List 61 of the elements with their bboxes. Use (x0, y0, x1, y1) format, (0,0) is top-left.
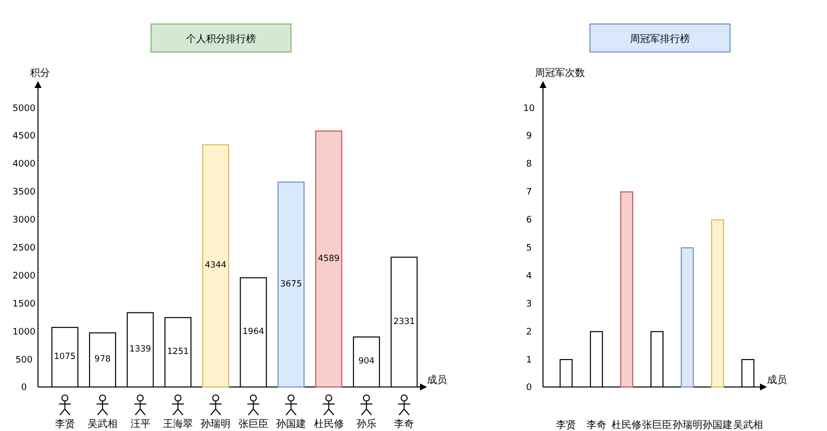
x-tick-label: 孙乐 (356, 418, 376, 430)
data-label: 2331 (393, 316, 415, 327)
x-tick-label: 吴武相 (88, 418, 118, 430)
x-tick-label: 汪平 (130, 418, 150, 430)
chart-title: 个人积分排行榜 (186, 33, 256, 45)
y-tick-label: 0 (526, 383, 532, 394)
data-label: 4344 (204, 260, 226, 271)
x-tick-label: 杜民修 (612, 419, 642, 431)
data-label: 4589 (318, 254, 340, 264)
y-tick-label: 500 (15, 355, 33, 366)
data-label: 1251 (167, 347, 189, 358)
y-tick-label: 7 (526, 188, 532, 198)
x-tick-label: 李奇 (586, 419, 606, 431)
bar (315, 130, 342, 388)
y-tick-label: 6 (526, 216, 532, 226)
bar (620, 191, 634, 388)
data-label: 1075 (54, 352, 76, 362)
x-tick-label: 杜民修 (314, 418, 344, 430)
bar (711, 219, 724, 388)
x-tick-label: 李奇 (394, 418, 414, 430)
x-tick-label: 王海翠 (162, 418, 193, 430)
x-tick-label: 孙国建 (276, 418, 306, 430)
y-tick-label: 10 (523, 104, 535, 114)
x-axis-title: 成员 (767, 374, 787, 386)
y-tick-label: 1500 (12, 299, 36, 310)
y-tick-label: 5000 (12, 104, 36, 114)
y-tick-label: 2500 (12, 243, 36, 254)
data-label: 1339 (129, 344, 152, 355)
data-label: 904 (358, 356, 375, 367)
x-tick-label: 李贤 (556, 419, 576, 431)
y-tick-label: 1 (526, 355, 532, 366)
y-tick-label: 0 (21, 383, 28, 394)
y-tick-label: 4 (526, 271, 532, 282)
y-tick-label: 5 (526, 243, 532, 254)
y-tick-label: 4000 (12, 160, 36, 170)
bar (202, 144, 230, 388)
data-label: 1964 (242, 327, 264, 338)
x-tick-label: 孙瑞明 (200, 418, 231, 430)
bar (680, 247, 694, 388)
data-label: 3675 (280, 279, 302, 290)
x-tick-label: 李贤 (54, 418, 75, 430)
y-tick-label: 9 (526, 132, 532, 142)
y-tick-label: 1000 (12, 327, 36, 338)
y-tick-label: 3 (526, 299, 532, 310)
y-axis-title: 周冠军次数 (535, 68, 585, 79)
y-tick-label: 2000 (12, 271, 36, 282)
y-tick-label: 8 (526, 160, 532, 170)
y-tick-label: 4500 (12, 132, 36, 142)
chart-title: 周冠军排行榜 (630, 33, 690, 45)
x-tick-label: 孙国建 (702, 419, 733, 431)
bar (278, 182, 305, 388)
y-tick-label: 3500 (12, 188, 36, 198)
x-tick-label: 孙瑞明 (672, 419, 702, 431)
x-tick-label: 张巨臣 (642, 419, 672, 431)
y-tick-label: 2 (526, 327, 532, 338)
x-axis-title: 成员 (427, 374, 447, 386)
y-tick-label: 3000 (12, 216, 36, 226)
x-tick-label: 张巨臣 (238, 418, 268, 430)
x-tick-label: 吴武相 (732, 419, 763, 431)
data-label: 978 (94, 354, 111, 365)
y-axis-title: 积分 (30, 67, 50, 79)
